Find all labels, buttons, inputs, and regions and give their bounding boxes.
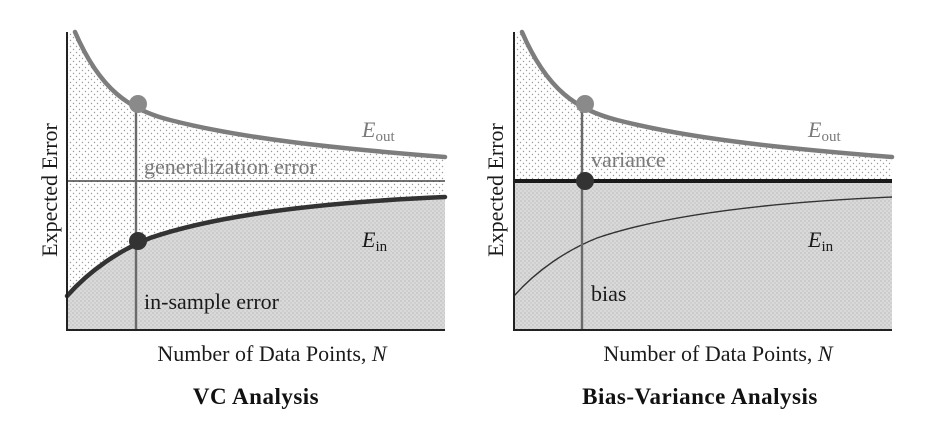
e-out-legend-label: Eout [807, 117, 841, 145]
bias-marker-point [576, 172, 594, 190]
vc-y-axis-label: Expected Error [37, 122, 62, 256]
region-in-sample-fill [67, 197, 445, 330]
variance-label: variance [591, 147, 666, 172]
generalization-error-label: generalization error [144, 154, 318, 179]
e-in-legend-label: Ein [361, 227, 388, 255]
bv-chart-title: Bias-Variance Analysis [582, 384, 818, 409]
in-sample-error-label: in-sample error [144, 289, 280, 314]
e-in-legend-label: Ein [807, 227, 834, 255]
e-out-curve [519, 29, 895, 160]
e-in-curve [64, 194, 448, 299]
e-out-legend-label: Eout [361, 117, 395, 145]
e-in-marker-point [129, 232, 147, 250]
bv-x-axis-label: Number of Data Points, N [603, 341, 833, 366]
vc-chart-title: VC Analysis [193, 384, 319, 409]
bias-label: bias [591, 281, 626, 306]
bv-y-axis-label: Expected Error [483, 122, 508, 256]
region-bias-fill [514, 181, 892, 330]
vc-analysis-panel: generalization error in-sample error Eou… [37, 29, 448, 409]
e-out-marker-point [576, 95, 594, 113]
e-out-curve [72, 29, 448, 160]
vc-x-axis-label: Number of Data Points, N [157, 341, 387, 366]
e-out-marker-point [129, 95, 147, 113]
bias-variance-panel: variance bias Eout Ein Expected Error Nu… [483, 29, 895, 409]
bv-axes [513, 32, 892, 331]
vc-axes [66, 32, 445, 331]
e-in-curve [513, 196, 893, 297]
